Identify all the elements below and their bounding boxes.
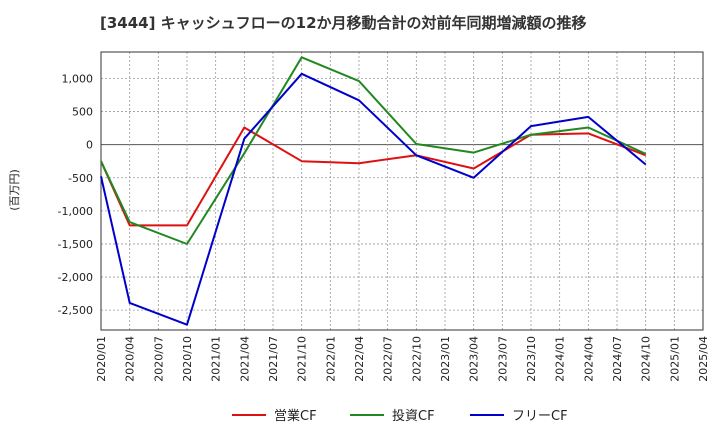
x-tick-label: 2020/04 [124,336,137,382]
x-tick-label: 2022/04 [353,336,366,382]
x-tick-label: 2022/01 [324,336,337,382]
x-tick-label: 2022/07 [382,336,395,382]
x-tick-label: 2022/10 [410,336,423,382]
y-axis-label: (百万円) [8,169,21,211]
x-tick-label: 2023/01 [439,336,452,382]
y-tick-label: 0 [86,139,93,152]
x-axis: 2020/01 2020/04 2020/07 2020/10 2021/01 2021/… [95,336,710,382]
x-tick-label: 2025/01 [668,336,681,382]
chart-title: [3444] キャッシュフローの12か月移動合計の対前年同期増減額の推移 [100,14,587,32]
plot-frame [100,51,704,331]
x-tick-label: 2021/01 [210,336,223,382]
x-tick-label: 2020/07 [152,336,165,382]
series-line [100,72,647,326]
y-tick-label: -2,500 [58,304,93,317]
series-lines [100,56,647,326]
legend-label: 投資CF [392,408,435,424]
x-tick-label: 2021/04 [238,336,251,382]
legend: 営業CF 投資CF フリーCF [232,408,568,424]
series-line [100,56,647,245]
x-tick-label: 2024/04 [582,336,595,382]
y-tick-label: -2,000 [58,271,93,284]
x-tick-label: 2021/10 [296,336,309,382]
x-tick-label: 2025/04 [697,336,710,382]
x-tick-label: 2024/01 [554,336,567,382]
x-tick-label: 2023/10 [525,336,538,382]
legend-label: フリーCF [512,409,568,424]
grid [101,52,703,330]
y-tick-label: -1,500 [58,238,93,251]
y-tick-label: -500 [68,172,93,185]
x-tick-label: 2020/10 [181,336,194,382]
x-tick-label: 2023/07 [496,336,509,382]
x-tick-label: 2024/10 [640,336,653,382]
series-line [100,126,647,227]
y-tick-label: 500 [72,106,93,119]
x-tick-label: 2021/07 [267,336,280,382]
y-axis: 1,000 500 0 -500 -1,000 -1,500 -2,000 -2,500 [58,72,93,317]
x-tick-label: 2023/04 [468,336,481,382]
x-tick-label: 2020/01 [95,336,108,382]
y-tick-label: -1,000 [58,205,93,218]
y-tick-label: 1,000 [62,72,94,85]
legend-label: 営業CF [274,408,317,424]
x-tick-label: 2024/07 [611,336,624,382]
